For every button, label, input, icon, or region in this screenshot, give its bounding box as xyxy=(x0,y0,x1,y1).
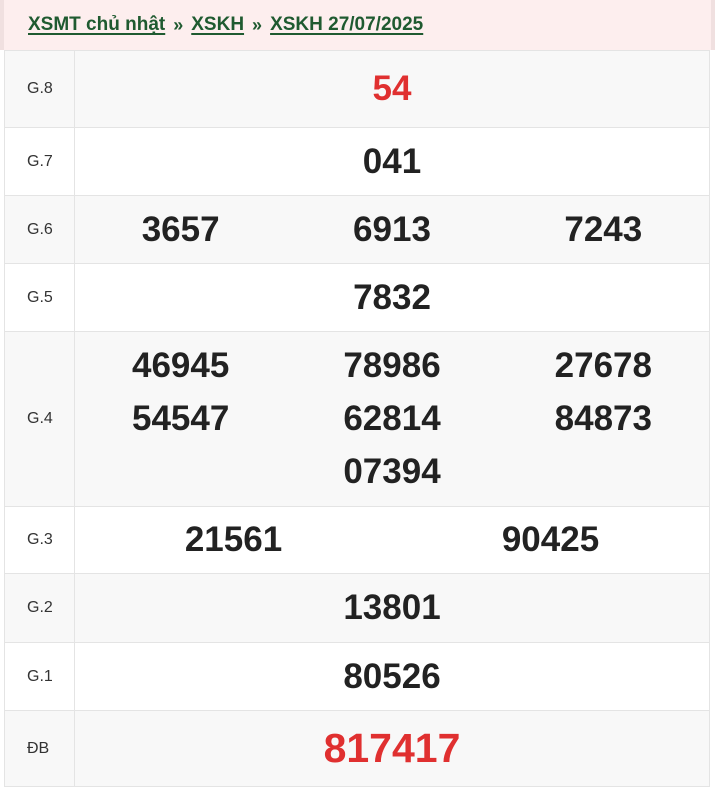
prize-row-special: ĐB 817417 xyxy=(4,710,710,787)
prize-label: G.3 xyxy=(4,506,75,574)
prize-label: G.7 xyxy=(4,127,75,196)
prize-number: 13801 xyxy=(343,588,441,627)
breadcrumb: XSMT chủ nhật » XSKH » XSKH 27/07/2025 xyxy=(0,0,715,50)
prize-row-g7: G.7 041 xyxy=(4,127,710,196)
prize-label: G.1 xyxy=(4,642,75,711)
prize-row-g2: G.2 13801 xyxy=(4,573,710,643)
prize-number: 46945 xyxy=(132,346,230,385)
prize-number: 80526 xyxy=(343,656,441,696)
prize-number: 3657 xyxy=(141,209,220,249)
prize-number: 07394 xyxy=(343,452,441,491)
breadcrumb-separator: » xyxy=(173,14,184,35)
results-table: G.8 54 G.7 041 G.6 3657 6913 7243 G.5 78… xyxy=(4,50,710,787)
breadcrumb-link-xsmt[interactable]: XSMT chủ nhật xyxy=(28,14,166,35)
prize-number: 90425 xyxy=(501,520,600,559)
prize-number: 54 xyxy=(372,69,412,108)
prize-number: 21561 xyxy=(184,520,283,559)
prize-label: ĐB xyxy=(4,710,75,787)
prize-number: 62814 xyxy=(343,399,441,438)
prize-label: G.2 xyxy=(4,573,75,643)
prize-row-g8: G.8 54 xyxy=(4,50,710,128)
prize-row-g4: G.4 46945 78986 27678 54547 62814 84873 … xyxy=(4,331,710,507)
breadcrumb-link-xskh[interactable]: XSKH xyxy=(191,14,245,35)
prize-number: 6913 xyxy=(353,209,431,249)
special-prize-number: 817417 xyxy=(323,725,461,771)
prize-row-g6: G.6 3657 6913 7243 xyxy=(4,195,710,264)
prize-row-g5: G.5 7832 xyxy=(4,263,710,332)
prize-label: G.6 xyxy=(4,195,75,264)
prize-number: 84873 xyxy=(554,399,652,438)
prize-row-g1: G.1 80526 xyxy=(4,642,710,711)
prize-number: 54547 xyxy=(132,399,230,438)
prize-number: 7243 xyxy=(564,209,643,249)
prize-label: G.4 xyxy=(4,331,75,507)
prize-number: 78986 xyxy=(343,346,441,385)
breadcrumb-link-date[interactable]: XSKH 27/07/2025 xyxy=(270,14,424,35)
breadcrumb-separator: » xyxy=(252,14,263,35)
prize-row-g3: G.3 21561 90425 xyxy=(4,506,710,574)
prize-label: G.8 xyxy=(4,50,75,128)
prize-number: 041 xyxy=(362,141,422,181)
prize-number: 27678 xyxy=(554,346,652,385)
prize-number: 7832 xyxy=(353,277,431,317)
prize-label: G.5 xyxy=(4,263,75,332)
